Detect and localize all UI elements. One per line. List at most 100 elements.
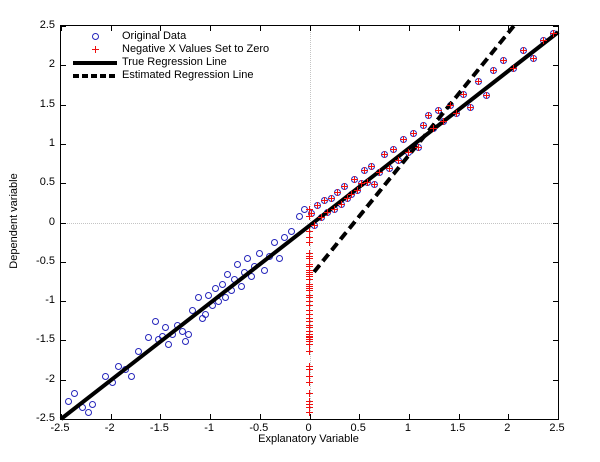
zeroed-data-point: [415, 143, 423, 151]
x-axis-tick-top: [160, 26, 162, 31]
x-axis-tick-top: [558, 26, 559, 31]
original-data-point: [224, 270, 232, 278]
x-axis-tick-top: [259, 26, 261, 31]
zeroed-data-point: [363, 178, 371, 186]
x-axis-tick: [61, 414, 62, 419]
x-axis-tick: [210, 414, 212, 419]
zeroed-data-point: [306, 302, 313, 310]
legend-item-negative-x-set-to-zero: Negative X Values Set to Zero: [73, 43, 269, 56]
original-data-point: [151, 318, 159, 326]
x-tick-label: 0.5: [350, 422, 366, 434]
zeroed-data-point: [306, 255, 313, 263]
original-data-point: [256, 249, 264, 257]
circle-marker-icon: [91, 33, 99, 40]
legend-marker-cell: [73, 33, 117, 40]
legend-item-true-regression-line: True Regression Line: [73, 56, 269, 69]
y-tick-label: -1.5: [36, 333, 55, 346]
y-axis-tick-right: [553, 379, 558, 381]
zeroed-data-point: [306, 227, 313, 235]
y-tick-label: 2.5: [39, 19, 55, 31]
x-tick-label: -2.5: [50, 422, 70, 434]
y-axis-tick: [61, 222, 66, 224]
zeroed-data-point: [323, 208, 331, 216]
x-axis-tick-top: [210, 26, 212, 31]
zeroed-data-point: [539, 37, 547, 45]
x-tick-label: 0: [305, 422, 312, 434]
y-tick-label: 1: [48, 136, 55, 149]
y-axis-tick: [61, 143, 66, 145]
y-axis-tick-right: [553, 419, 558, 420]
plus-marker-icon: [91, 46, 99, 53]
y-axis-tick: [61, 419, 66, 420]
original-data-point: [184, 331, 192, 339]
x-axis-tick: [408, 414, 410, 419]
zeroed-data-point: [420, 122, 428, 130]
original-data-point: [115, 362, 123, 370]
x-axis-tick: [309, 414, 311, 419]
x-tick-label: 1: [404, 422, 411, 434]
zeroed-data-point: [410, 130, 418, 138]
zeroed-data-point: [375, 169, 383, 177]
zeroed-data-point: [460, 90, 468, 98]
zeroed-data-point: [306, 263, 313, 271]
y-axis-tick-right: [553, 26, 558, 27]
original-data-point: [204, 292, 212, 300]
zeroed-data-point: [306, 266, 313, 274]
zeroed-data-point: [306, 378, 313, 386]
legend-item-original-data: Original Data: [73, 30, 269, 43]
zeroed-data-point: [509, 64, 517, 72]
x-tick-label: 2.5: [549, 422, 565, 434]
solid-line-icon: [73, 60, 117, 65]
zeroed-data-point: [357, 180, 365, 188]
legend: Original Data Negative X Values Set to Z…: [73, 30, 269, 82]
y-axis-tick: [61, 65, 66, 67]
zeroed-data-point: [333, 189, 341, 197]
original-data-point: [261, 266, 269, 274]
zeroed-data-point: [499, 57, 507, 65]
zeroed-data-point: [350, 175, 358, 183]
zeroed-data-point: [435, 106, 443, 114]
original-data-point: [288, 227, 296, 235]
zeroed-data-point: [390, 145, 398, 153]
x-axis-tick-top: [408, 26, 410, 31]
original-data-point: [102, 373, 110, 381]
zeroed-data-point: [306, 310, 313, 318]
y-axis-tick: [61, 379, 66, 381]
zeroed-data-point: [306, 273, 313, 281]
legend-label: Negative X Values Set to Zero: [122, 43, 270, 55]
zeroed-data-point: [425, 112, 433, 120]
original-data-point: [65, 398, 73, 406]
y-axis-tick-right: [553, 65, 558, 67]
original-data-point: [248, 273, 256, 281]
zeroed-data-point: [306, 401, 313, 409]
y-tick-label: -2: [45, 372, 55, 385]
zeroed-data-point: [519, 46, 527, 54]
original-data-point: [89, 401, 97, 409]
zeroed-data-point: [474, 78, 482, 86]
zeroed-data-point: [340, 182, 348, 190]
original-data-point: [85, 409, 93, 417]
legend-item-estimated-regression-line: Estimated Regression Line: [73, 69, 269, 82]
original-data-point: [71, 390, 79, 398]
original-data-point: [218, 281, 226, 289]
original-data-point: [161, 324, 169, 332]
x-axis-tick: [359, 414, 361, 419]
x-tick-label: -2: [104, 422, 115, 434]
x-tick-label: -0.5: [249, 422, 269, 434]
legend-label: Original Data: [122, 30, 187, 42]
y-tick-label: -1: [45, 294, 55, 307]
zeroed-data-point: [306, 206, 313, 214]
x-axis-tick: [458, 414, 460, 419]
original-data-point: [211, 285, 219, 293]
legend-label: True Regression Line: [122, 56, 227, 68]
zeroed-data-point: [367, 163, 375, 171]
dashed-line-icon: [73, 73, 117, 78]
legend-marker-cell: [73, 73, 117, 78]
zeroed-data-point: [489, 67, 497, 75]
zeroed-data-point: [310, 222, 318, 230]
x-tick-label: 1.5: [449, 422, 466, 434]
x-axis-tick: [508, 414, 510, 419]
zeroed-data-point: [467, 104, 475, 112]
x-axis-tick-top: [110, 26, 112, 31]
